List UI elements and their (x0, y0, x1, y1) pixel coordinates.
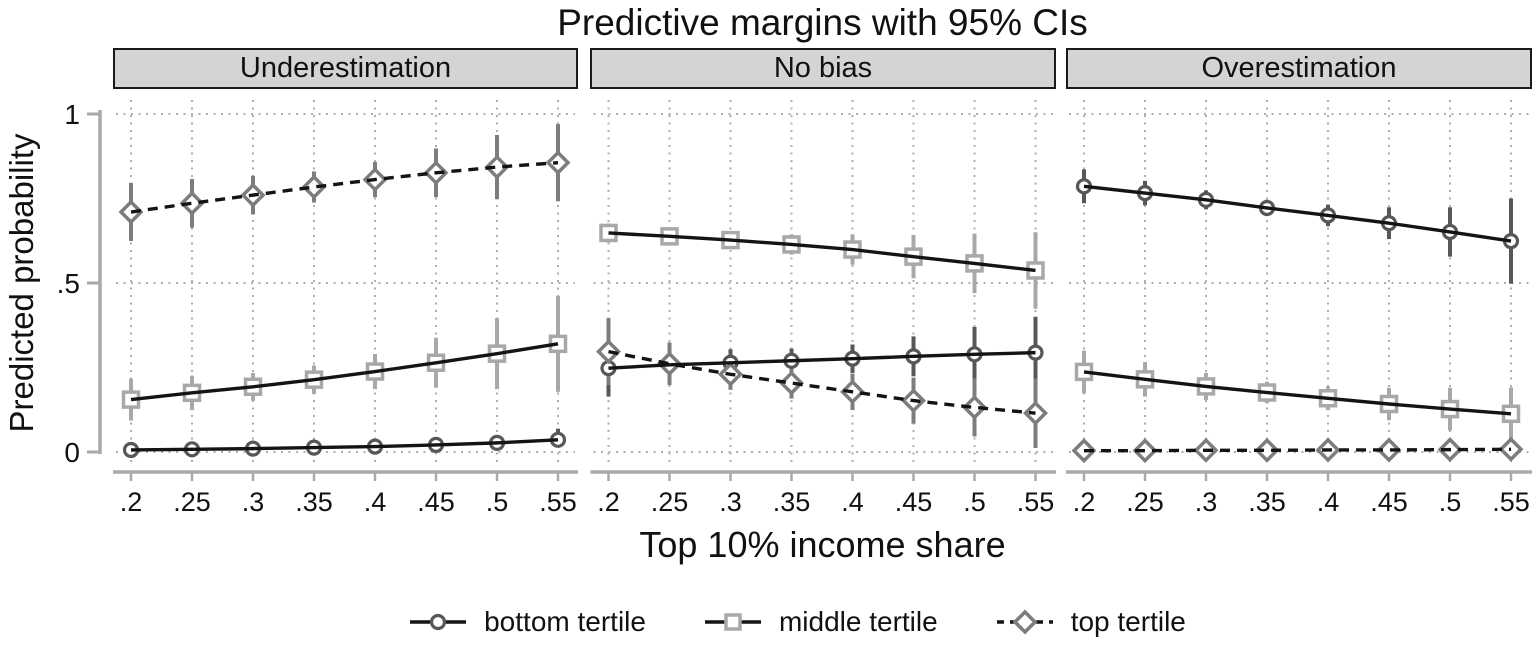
x-tick-label: .3 (242, 487, 265, 517)
x-tick-label: .55 (539, 487, 577, 517)
x-tick-label: .35 (295, 487, 333, 517)
diamond-marker (301, 174, 327, 200)
markers-top-tertile (118, 150, 571, 225)
legend-label: bottom tertile (484, 606, 646, 637)
markers-middle-tertile (599, 223, 1045, 280)
x-tick-label: .45 (1370, 487, 1408, 517)
panel-plot-no-bias: .2 .25 .3 .35 .4 .45 .5 .55 (590, 100, 1056, 517)
y-tick-label: 0 (64, 437, 80, 468)
series-line-top-tertile (1084, 447, 1512, 453)
x-tick-label: .2 (597, 487, 620, 517)
x-tick-label: .25 (651, 487, 689, 517)
legend-item-middle-tertile: middle tertile (704, 606, 938, 638)
x-tick-label: .4 (364, 487, 387, 517)
panel-plot-underestimation: .2 .25 .3 .35 .4 .45 .5 .55 (113, 100, 578, 517)
x-tick-label: .5 (1439, 487, 1462, 517)
y-tick-label: .5 (57, 268, 80, 299)
markers-bottom-tertile (122, 431, 567, 459)
series-line-middle-tertile (130, 342, 559, 402)
circle-swatch-icon (410, 613, 467, 631)
diamond-marker (962, 394, 987, 420)
diamond-marker (484, 154, 510, 180)
diamond-marker (779, 370, 804, 396)
ci-bars-top-tertile (129, 124, 560, 242)
x-tick-label: .4 (1317, 487, 1340, 517)
x-tick-label: .55 (1017, 487, 1055, 517)
markers-middle-tertile (121, 334, 568, 409)
legend-swatch-square-icon (704, 609, 762, 635)
x-tick-label: .3 (1195, 487, 1218, 517)
legend-label: top tertile (1070, 606, 1186, 637)
ci-bars-top-tertile (606, 318, 1038, 448)
x-tick-label: .2 (120, 487, 143, 517)
legend-swatch-circle-icon (409, 609, 467, 635)
series-line-top-tertile (130, 160, 559, 214)
chart-plot-area: 0.51.2.25.3.35.4.45.5.55.2.25.3.35.4.45.… (57, 99, 1532, 517)
x-tick-label: .25 (1126, 487, 1164, 517)
legend-item-top-tertile: top tertile (996, 606, 1186, 638)
x-tick-label: .3 (719, 487, 742, 517)
square-swatch-icon (704, 613, 761, 631)
panel-plot-overestimation: .2 .25 .3 .35 .4 .45 .5 .55 (1066, 100, 1532, 517)
x-tick-label: .25 (173, 487, 211, 517)
panel-header-no-bias: No bias (590, 48, 1056, 89)
x-tick-label: .35 (1248, 487, 1286, 517)
y-tick-label: 1 (64, 99, 80, 130)
x-tick-label: .5 (963, 487, 986, 517)
diamond-marker (1254, 437, 1280, 463)
diamond-swatch-icon (996, 609, 1053, 635)
x-axis-title: Top 10% income share (639, 524, 1006, 565)
series-line-middle-tertile (1083, 370, 1512, 416)
x-tick-label: .5 (486, 487, 509, 517)
x-tick-label: .2 (1073, 487, 1096, 517)
panel-header-underestimation: Underestimation (113, 48, 578, 89)
legend-label: middle tertile (778, 606, 938, 637)
series-line-middle-tertile (608, 231, 1036, 273)
x-tick-label: .55 (1492, 487, 1530, 517)
x-tick-label: .4 (841, 487, 864, 517)
diamond-marker (1376, 437, 1402, 463)
series-line-top-tertile (608, 349, 1036, 415)
x-tick-label: .35 (773, 487, 811, 517)
legend-item-bottom-tertile: bottom tertile (409, 606, 646, 638)
series-line-bottom-tertile (130, 438, 559, 452)
chart-title: Predictive margins with 95% CIs (557, 2, 1088, 43)
y-axis: 0.51 (57, 99, 102, 468)
legend: bottom tertile middle tertile top tertil… (0, 606, 1535, 638)
panel-header-overestimation: Overestimation (1066, 48, 1532, 89)
diamond-marker (179, 190, 205, 216)
x-tick-label: .45 (417, 487, 455, 517)
markers-middle-tertile (1074, 362, 1521, 424)
series-line-bottom-tertile (1083, 184, 1512, 243)
x-tick-label: .45 (895, 487, 933, 517)
legend-swatch-diamond-icon (996, 609, 1054, 635)
